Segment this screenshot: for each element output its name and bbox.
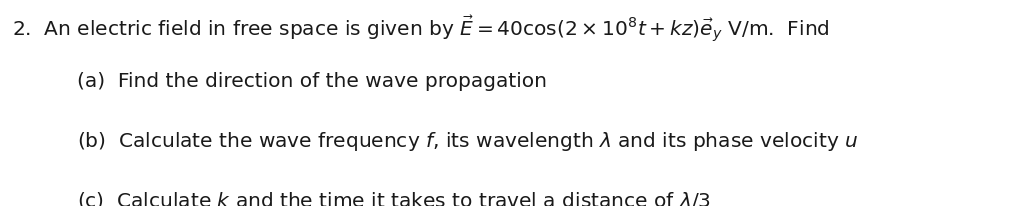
Text: (b)  Calculate the wave frequency $f$, its wavelength $\lambda$ and its phase ve: (b) Calculate the wave frequency $f$, it… bbox=[77, 130, 858, 153]
Text: (c)  Calculate $k$ and the time it takes to travel a distance of $\lambda$/3: (c) Calculate $k$ and the time it takes … bbox=[77, 190, 712, 206]
Text: (a)  Find the direction of the wave propagation: (a) Find the direction of the wave propa… bbox=[77, 72, 547, 91]
Text: 2.  An electric field in free space is given by $\vec{E} = 40\cos(2 \times 10^8 : 2. An electric field in free space is gi… bbox=[12, 14, 831, 46]
